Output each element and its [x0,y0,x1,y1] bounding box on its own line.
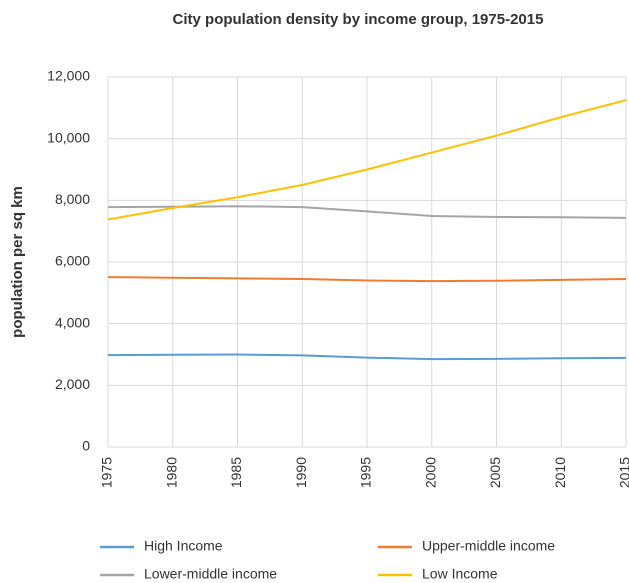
line [107,99,627,221]
legend-label: Low Income [422,566,498,582]
x-tick-label: 1985 [228,457,244,488]
y-tick-label: 2,000 [55,376,90,392]
legend-label: Lower-middle income [144,566,277,582]
x-tick-label: 2010 [552,457,568,488]
y-tick-label: 8,000 [55,191,90,207]
x-tick-label: 2000 [422,457,438,488]
line [107,205,627,219]
y-tick-label: 10,000 [47,129,90,145]
x-tick-label: 2005 [487,457,503,488]
legend-label: High Income [144,538,223,554]
x-tick-label: 1995 [358,457,374,488]
y-tick-label: 6,000 [55,253,90,269]
line [107,276,627,283]
x-tick-label: 1990 [293,457,309,488]
x-tick-label: 1980 [163,457,179,488]
chart-title: City population density by income group,… [173,11,544,28]
y-tick-label: 4,000 [55,314,90,330]
line [107,353,627,361]
y-tick-label: 12,000 [47,68,90,84]
x-tick-label: 1975 [99,457,115,488]
y-tick-label: 0 [82,438,90,454]
legend-label: Upper-middle income [422,538,555,554]
x-tick-label: 2015 [617,457,629,488]
y-axis-label: population per sq km [9,186,26,338]
